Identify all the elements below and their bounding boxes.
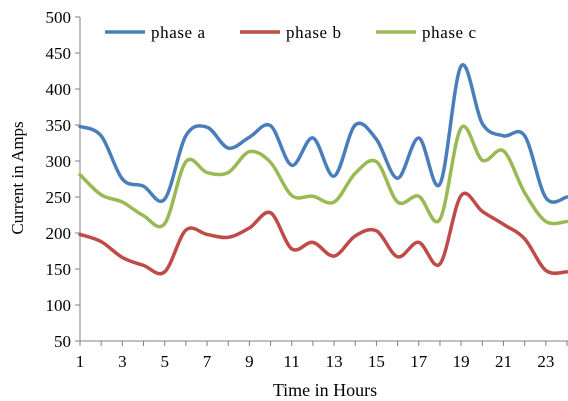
- legend-item: phase a: [105, 23, 206, 42]
- y-axis-title: Current in Amps: [8, 121, 27, 234]
- y-tick-label: 500: [46, 8, 72, 27]
- x-tick-label: 1: [76, 352, 85, 371]
- legend: phase a phase b phase c: [105, 23, 477, 42]
- x-tick-label: 5: [160, 352, 169, 371]
- x-tick-label: 11: [284, 352, 300, 371]
- legend-label: phase b: [286, 23, 342, 42]
- y-tick-label: 50: [54, 332, 71, 351]
- x-tick-label: 7: [203, 352, 212, 371]
- series-phase-a: [78, 63, 568, 204]
- legend-label: phase a: [151, 23, 206, 42]
- legend-label: phase c: [422, 23, 477, 42]
- y-tick-label: 250: [46, 188, 72, 207]
- y-tick-label: 400: [46, 80, 72, 99]
- x-tick-label: 3: [118, 352, 127, 371]
- series-line: [78, 63, 568, 204]
- series-phase-b: [78, 191, 568, 276]
- y-tick-label: 300: [46, 152, 72, 171]
- series-line: [78, 124, 568, 229]
- y-tick-label: 200: [46, 224, 72, 243]
- plot-frame: [79, 17, 568, 342]
- x-tick-label: 21: [495, 352, 512, 371]
- y-tick-label: 450: [46, 44, 72, 63]
- y-tick-label: 100: [46, 296, 72, 315]
- x-tick-label: 19: [453, 352, 470, 371]
- x-tick-label: 23: [537, 352, 554, 371]
- x-tick-label: 15: [368, 352, 385, 371]
- x-tick-label: 13: [326, 352, 343, 371]
- series-line: [78, 191, 568, 276]
- x-tick-label: 9: [245, 352, 254, 371]
- y-tick-label: 150: [46, 260, 72, 279]
- x-axis-title: Time in Hours: [273, 380, 377, 400]
- series-layer: [78, 63, 568, 276]
- legend-item: phase b: [240, 23, 342, 42]
- y-tick-label: 350: [46, 116, 72, 135]
- legend-item: phase c: [376, 23, 477, 42]
- series-phase-c: [78, 124, 568, 229]
- x-tick-label: 17: [410, 352, 428, 371]
